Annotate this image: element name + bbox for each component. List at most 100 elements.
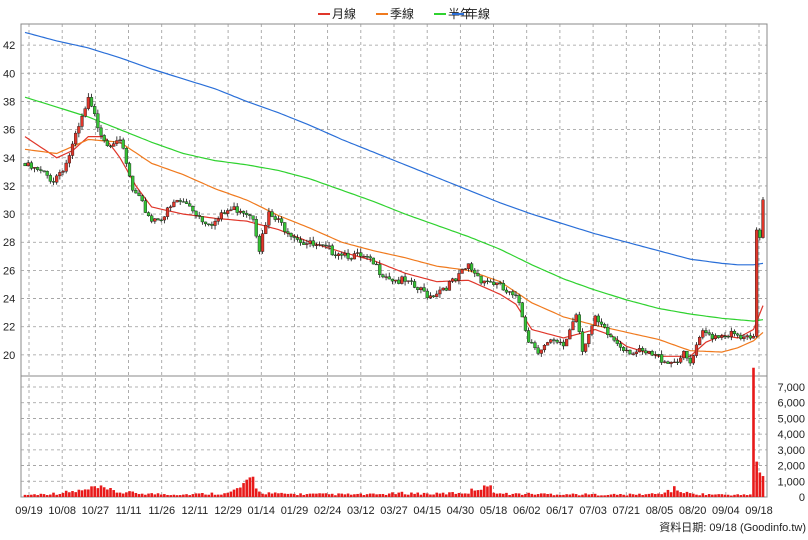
volume-bar <box>289 493 293 497</box>
candle-body <box>428 295 433 299</box>
candle-body <box>286 231 290 234</box>
volume-bar <box>517 493 521 497</box>
volume-bar <box>321 493 325 497</box>
volume-bar <box>673 486 676 497</box>
x-tick-label: 10/08 <box>48 505 76 517</box>
candle-body <box>732 330 737 335</box>
candle-body <box>495 282 499 285</box>
volume-bar <box>106 489 109 497</box>
volume-bar <box>486 486 489 497</box>
candle-body <box>615 340 619 344</box>
volume-bar <box>112 490 115 497</box>
candle-body <box>435 293 439 298</box>
candle-body <box>641 348 645 351</box>
candle-body <box>745 335 749 338</box>
volume-bar <box>584 493 587 497</box>
volume-bar <box>68 492 71 497</box>
volume-bar <box>137 494 141 497</box>
volume-bar <box>140 493 144 497</box>
volume-bar <box>536 494 540 497</box>
volume-bar <box>283 493 287 497</box>
volume-bar <box>330 493 334 497</box>
candle-body <box>479 275 483 284</box>
volume-bar <box>638 493 641 497</box>
x-tick-label: 03/12 <box>347 505 375 517</box>
volume-bar <box>87 489 90 497</box>
volume-bar <box>223 493 226 497</box>
volume-bar <box>175 495 179 497</box>
legend-item-quarter[interactable]: 季線 <box>376 6 414 21</box>
candle-body <box>276 218 280 220</box>
price-tick-label: 34 <box>3 153 15 165</box>
candle-body <box>188 203 192 207</box>
legend-item-month[interactable]: 月線 <box>318 6 356 21</box>
candle-body <box>194 210 198 216</box>
volume-bar <box>39 493 43 497</box>
volume-bar <box>305 494 309 497</box>
candle-body <box>403 276 407 282</box>
volume-bar <box>74 492 77 497</box>
candle-body <box>131 175 135 191</box>
volume-bar <box>606 494 610 497</box>
ma-line-季線 <box>24 138 764 353</box>
candle-body <box>511 291 515 296</box>
volume-bar <box>327 494 331 497</box>
volume-bars <box>23 367 765 497</box>
x-tick-label: 07/21 <box>613 505 641 517</box>
volume-tick-label: 4,000 <box>777 429 805 441</box>
volume-bar <box>457 492 461 497</box>
volume-bar <box>577 495 581 497</box>
candle-body <box>580 331 585 352</box>
grid <box>21 24 767 498</box>
candle-body <box>45 171 49 176</box>
volume-bar <box>565 494 568 497</box>
candle-body <box>118 139 122 141</box>
volume-bar <box>619 494 622 497</box>
candle-body <box>77 126 81 134</box>
candle-body <box>134 190 138 194</box>
volume-bar <box>574 494 578 497</box>
volume-bar <box>239 487 242 497</box>
volume-bar <box>273 492 277 497</box>
volume-bar <box>438 493 442 497</box>
candle-body <box>378 264 382 275</box>
volume-bar <box>609 494 613 497</box>
volume-bar <box>378 494 382 497</box>
volume-bar <box>505 492 508 497</box>
volume-bar <box>679 492 682 497</box>
candle-body <box>96 113 100 129</box>
candle-body <box>739 334 743 339</box>
volume-bar <box>413 493 416 497</box>
legend-item-year[interactable]: 年線 <box>452 6 490 21</box>
candle-body <box>23 163 27 167</box>
volume-bar <box>612 493 616 497</box>
candle-body <box>226 210 230 214</box>
x-tick-label: 02/24 <box>314 505 342 517</box>
candle-body <box>61 171 65 173</box>
volume-bar <box>403 494 407 497</box>
volume-bar <box>58 494 62 497</box>
candle-body <box>99 127 103 136</box>
candle-body <box>729 330 733 338</box>
volume-bar <box>26 495 30 497</box>
candle-body <box>371 257 376 265</box>
volume-bar <box>194 493 198 497</box>
x-tick-label: 04/30 <box>447 505 475 517</box>
candle-body <box>606 327 610 336</box>
volume-bar <box>318 493 321 497</box>
candle-body <box>86 97 90 109</box>
volume-bar <box>752 367 755 497</box>
volume-bar <box>711 494 714 497</box>
volume-tick-label: 6,000 <box>777 398 805 410</box>
candle-body <box>270 211 274 217</box>
candle-body <box>523 316 528 331</box>
candle-body <box>51 181 56 183</box>
candle-body <box>55 175 59 183</box>
volume-bar <box>286 493 290 497</box>
volume-bar <box>99 485 103 497</box>
candle-body <box>628 349 632 355</box>
volume-bar <box>742 494 746 497</box>
price-tick-label: 24 <box>3 294 15 306</box>
price-tick-label: 32 <box>3 181 15 193</box>
volume-bar <box>514 493 518 497</box>
